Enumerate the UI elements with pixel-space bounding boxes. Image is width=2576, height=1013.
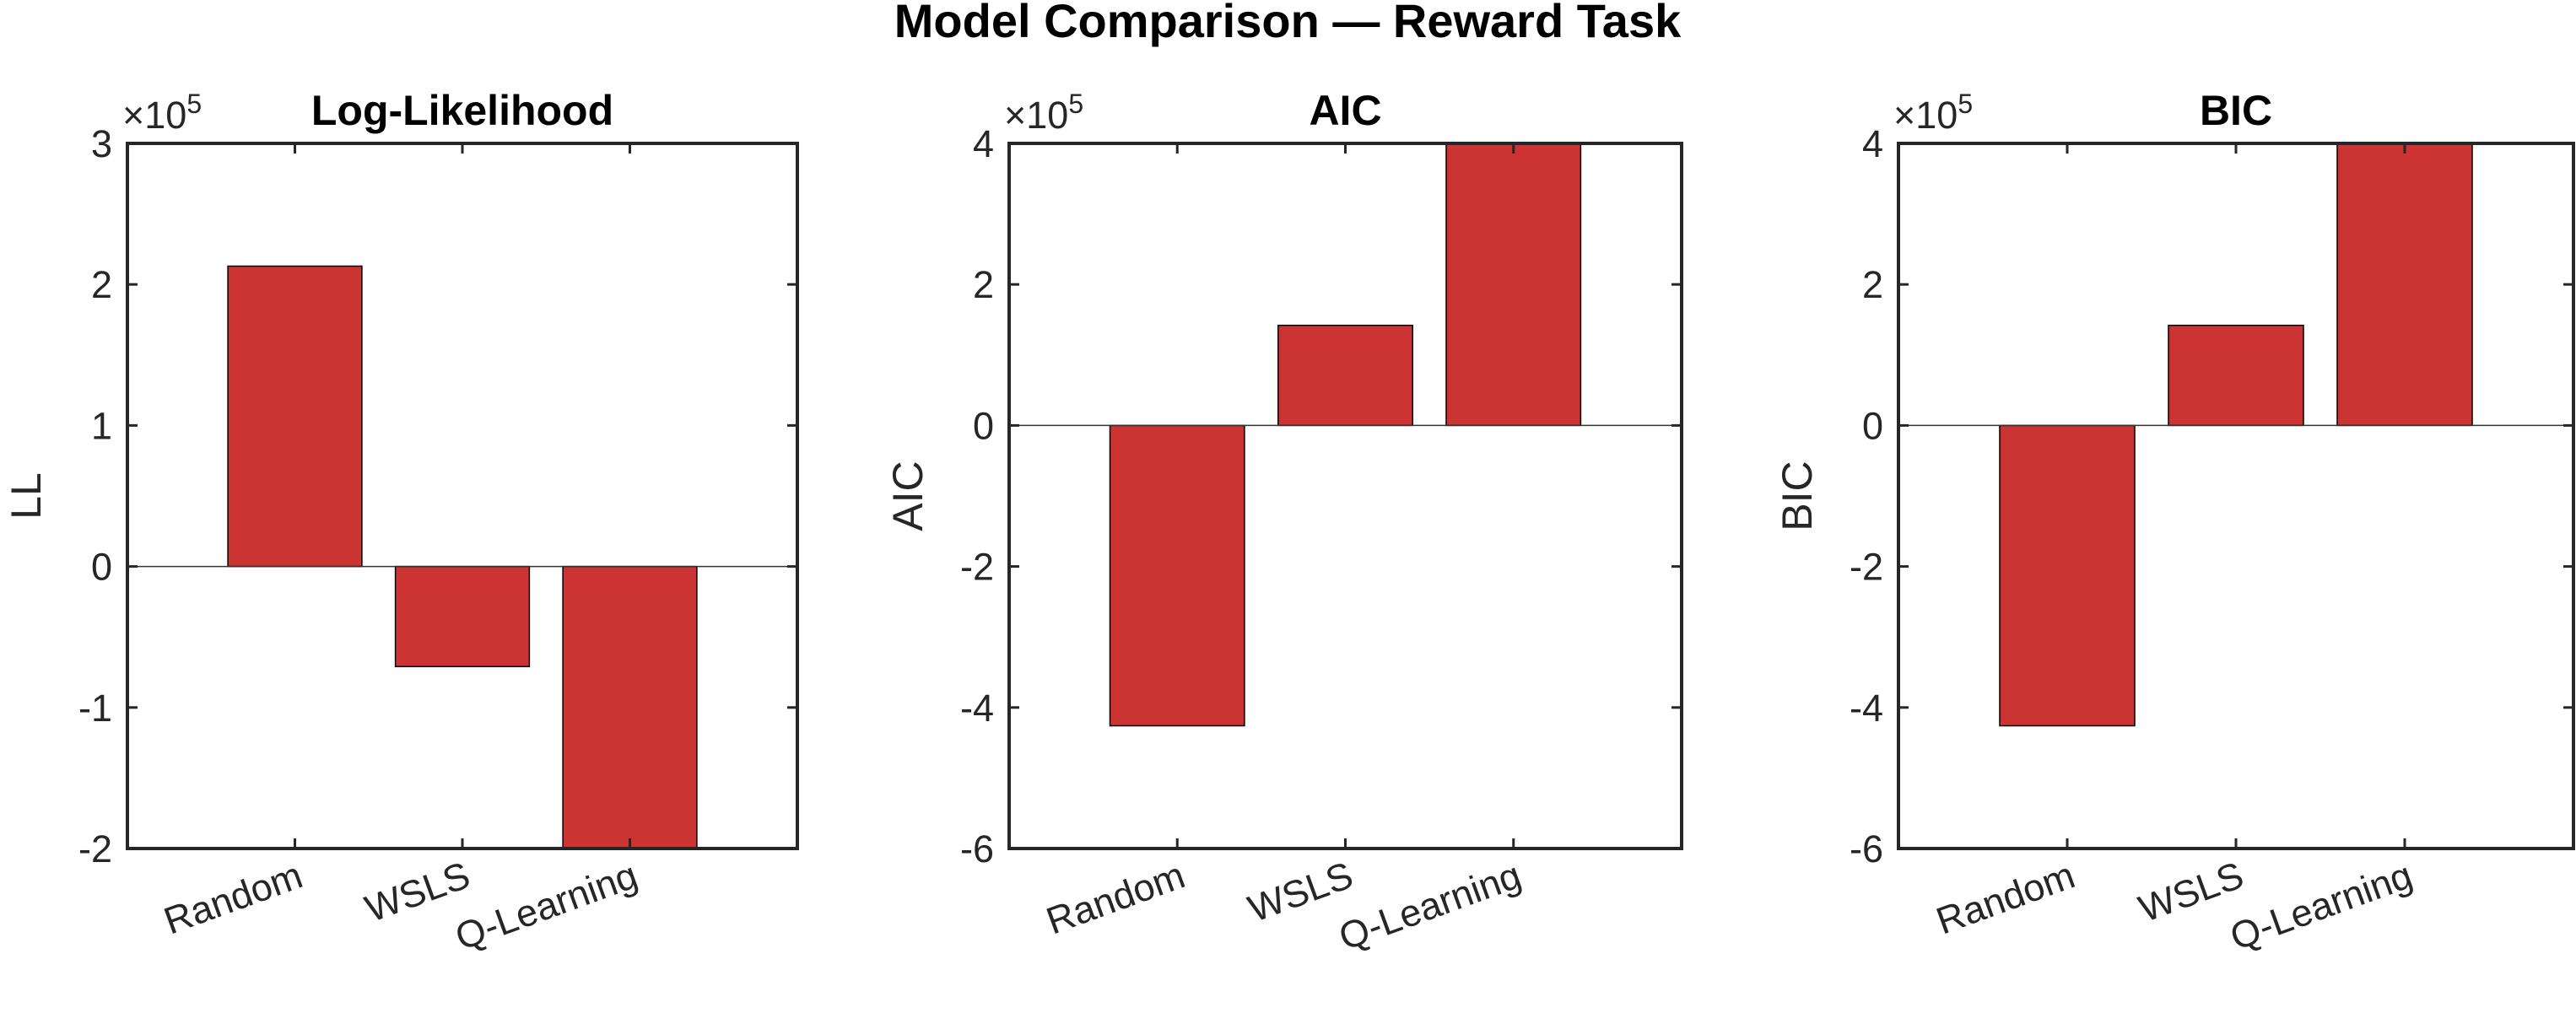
y-tick-label: -4 <box>960 687 994 730</box>
bar-wsls <box>394 565 531 668</box>
figure-title: Model Comparison — Reward Task <box>894 0 1682 47</box>
axis-exponent-power: 5 <box>186 89 202 119</box>
bar-q-learning <box>562 565 698 849</box>
bar-random <box>1109 424 1245 727</box>
axis-exponent-base: ×10 <box>122 94 186 137</box>
panel-title: Log-Likelihood <box>311 87 613 134</box>
axes-box <box>1897 142 2575 850</box>
y-tick-label: -2 <box>78 827 112 870</box>
panel-title: AIC <box>1309 87 1381 134</box>
bar-q-learning <box>1445 143 1582 427</box>
y-tick-label: -2 <box>1850 546 1883 589</box>
y-tick-label: 3 <box>91 122 112 165</box>
y-tick-label: -1 <box>78 687 112 730</box>
panel-title: BIC <box>2200 87 2272 134</box>
bar-q-learning <box>2336 143 2473 427</box>
y-axis-label: BIC <box>1774 461 1821 531</box>
axis-exponent: ×105 <box>1893 89 1973 137</box>
axis-exponent-base: ×10 <box>1893 94 1958 137</box>
axis-exponent: ×105 <box>1004 89 1083 137</box>
y-tick-label: 0 <box>973 404 994 447</box>
y-tick-label: 2 <box>91 263 112 306</box>
bar-random <box>227 265 363 568</box>
axes-box <box>126 142 799 850</box>
y-tick-label: -6 <box>960 827 994 870</box>
axis-exponent-base: ×10 <box>1004 94 1068 137</box>
axis-exponent: ×105 <box>122 89 202 137</box>
y-tick-label: 1 <box>91 404 112 447</box>
axis-exponent-power: 5 <box>1068 89 1083 119</box>
y-tick-label: 2 <box>973 263 994 306</box>
bar-random <box>1999 424 2136 727</box>
y-tick-label: 4 <box>1862 122 1883 165</box>
y-axis-label: LL <box>3 472 50 520</box>
y-tick-label: -4 <box>1850 687 1883 730</box>
bar-wsls <box>2168 324 2304 427</box>
y-axis-label: AIC <box>884 461 932 531</box>
axes-box <box>1007 142 1683 850</box>
axis-exponent-power: 5 <box>1958 89 1973 119</box>
y-tick-label: 0 <box>1862 404 1883 447</box>
bar-wsls <box>1277 324 1413 427</box>
y-tick-label: 0 <box>91 546 112 589</box>
y-tick-label: -6 <box>1850 827 1883 870</box>
y-tick-label: 4 <box>973 122 994 165</box>
y-tick-label: 2 <box>1862 263 1883 306</box>
y-tick-label: -2 <box>960 546 994 589</box>
